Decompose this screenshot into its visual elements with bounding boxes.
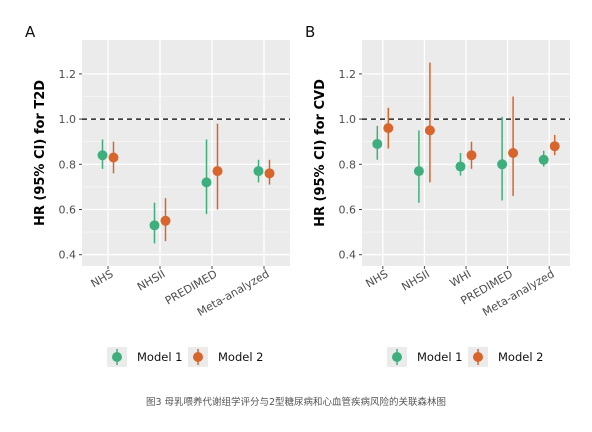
y-tick-label: 0.8	[59, 158, 77, 171]
y-tick-label: 1.2	[339, 68, 357, 81]
point-estimate	[383, 123, 394, 134]
series-model-2	[108, 123, 275, 242]
point-estimate	[466, 150, 477, 161]
figure-caption: 图3 母乳喂养代谢组学评分与2型糖尿病和心血管疾病风险的关联森林图	[145, 397, 447, 408]
series-model-2	[383, 62, 560, 196]
series-model-1	[97, 139, 264, 244]
y-tick-label: 1.0	[339, 113, 357, 126]
point-estimate	[160, 215, 171, 226]
y-tick-label: 0.6	[59, 204, 77, 217]
point-estimate	[264, 168, 275, 179]
point-estimate	[497, 159, 508, 170]
y-tick-label: 0.4	[59, 249, 77, 262]
series-model-1	[372, 116, 549, 203]
y-tick-label: 0.6	[339, 204, 357, 217]
legend-key-marker	[193, 352, 203, 362]
point-estimate	[508, 148, 519, 158]
legend-item-model-1: Model 1	[107, 347, 183, 367]
legend-item-model-2: Model 2	[188, 347, 264, 367]
y-tick-label: 0.8	[339, 158, 357, 171]
legend-label: Model 2	[218, 350, 264, 364]
legend-key-marker	[473, 352, 483, 362]
y-tick-label: 0.4	[339, 249, 357, 262]
x-tick-label: NHS	[89, 267, 116, 290]
point-estimate	[424, 125, 435, 136]
legend-item-model-2: Model 2	[468, 347, 544, 367]
point-estimate	[549, 141, 560, 152]
legend-label: Model 2	[498, 350, 544, 364]
point-estimate	[538, 154, 549, 165]
legend-label: Model 1	[417, 350, 463, 364]
x-tick-label: Meta-analyzed	[480, 267, 556, 319]
y-axis-title: HR (95% CI) for T2D	[33, 80, 48, 226]
point-estimate	[372, 138, 383, 149]
y-axis-title: HR (95% CI) for CVD	[313, 79, 328, 227]
point-estimate	[97, 150, 108, 161]
x-tick-label: NHS	[363, 267, 390, 290]
point-estimate	[149, 220, 160, 231]
panel-label: B	[305, 23, 315, 41]
legend-label: Model 1	[137, 350, 183, 364]
point-estimate	[413, 166, 424, 177]
legend-key-marker	[392, 352, 402, 362]
plot-background	[82, 40, 290, 266]
point-estimate	[455, 161, 466, 172]
x-tick-label: NHSII	[135, 267, 167, 293]
y-tick-label: 1.2	[59, 68, 77, 81]
x-tick-label: NHSII	[399, 267, 431, 293]
point-estimate	[108, 152, 119, 163]
panel-label: A	[25, 23, 36, 41]
legend-key-marker	[112, 352, 122, 362]
legend: Model 1 Model 2 Model 1 Model 2	[107, 347, 544, 367]
point-estimate	[212, 166, 223, 177]
point-estimate	[253, 166, 264, 177]
x-tick-label: WHI	[448, 267, 474, 289]
point-estimate	[201, 177, 212, 188]
y-tick-label: 1.0	[59, 113, 77, 126]
legend-item-model-1: Model 1	[387, 347, 463, 367]
